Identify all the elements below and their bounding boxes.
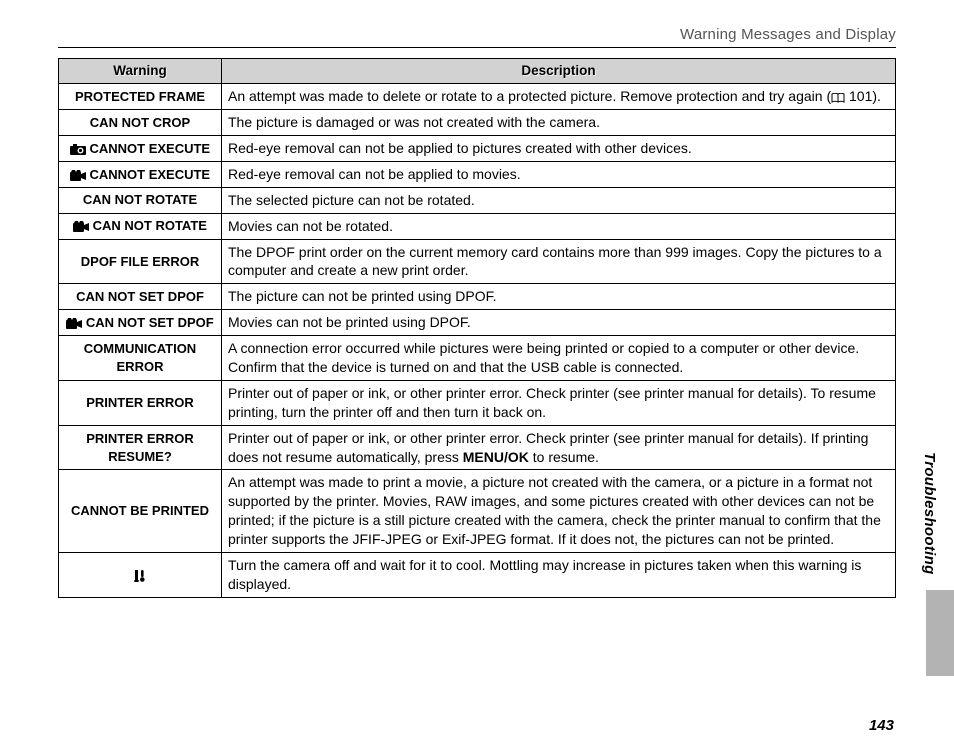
warning-text: CAN NOT SET DPOF [76,289,204,304]
description-cell: A connection error occurred while pictur… [222,336,896,381]
warning-cell: PRINTER ERROR RESUME? [59,425,222,470]
warning-cell: COMMUNICATION ERROR [59,336,222,381]
warnings-table: Warning Description PROTECTED FRAME An at… [58,58,896,598]
warning-cell [59,553,222,598]
description-text: Movies can not be rotated. [228,218,393,234]
description-cell: The picture can not be printed using DPO… [222,284,896,310]
camera-icon [70,144,86,155]
warning-text: CAN NOT SET DPOF [82,315,213,330]
warning-text: COMMUNICATION ERROR [84,341,196,374]
table-row: CANNOT EXECUTE Red-eye removal can not be… [59,161,896,187]
description-text: The picture is damaged or was not create… [228,114,600,130]
description-cell: Printer out of paper or ink, or other pr… [222,425,896,470]
warning-text: PRINTER ERROR [86,395,194,410]
warning-text: CANNOT EXECUTE [86,167,210,182]
table-row: PROTECTED FRAME An attempt was made to de… [59,84,896,110]
description-cell: Red-eye removal can not be applied to pi… [222,136,896,162]
warning-cell: DPOF FILE ERROR [59,239,222,284]
description-cell: Movies can not be printed using DPOF. [222,310,896,336]
col-warning: Warning [59,59,222,84]
description-text: Movies can not be printed using DPOF. [228,314,471,330]
warning-text: CANNOT EXECUTE [86,141,210,156]
side-thumb-tab [926,590,954,676]
page-number: 143 [869,717,894,734]
description-text: An attempt was made to print a movie, a … [228,474,881,547]
manual-reference-icon [831,93,845,104]
warning-cell: CAN NOT ROTATE [59,187,222,213]
section-header: Warning Messages and Display [58,26,896,48]
description-cell: Movies can not be rotated. [222,213,896,239]
description-text: A connection error occurred while pictur… [228,340,859,375]
table-row: COMMUNICATION ERROR A connection error oc… [59,336,896,381]
table-row: PRINTER ERROR Printer out of paper or ink… [59,380,896,425]
warning-text: DPOF FILE ERROR [81,254,199,269]
warning-cell: PROTECTED FRAME [59,84,222,110]
warning-text: CANNOT BE PRINTED [71,503,209,518]
table-row: CAN NOT SET DPOF The picture can not be p… [59,284,896,310]
table-row: CAN NOT ROTATE Movies can not be rotated. [59,213,896,239]
description-cell: Red-eye removal can not be applied to mo… [222,161,896,187]
bookref-page: 101 [849,88,872,104]
temperature-warning-icon [133,569,147,583]
warning-cell: CANNOT BE PRINTED [59,470,222,553]
description-cell: An attempt was made to print a movie, a … [222,470,896,553]
warning-cell: CAN NOT SET DPOF [59,284,222,310]
description-text: The picture can not be printed using DPO… [228,288,496,304]
description-text: ). [872,88,881,104]
table-row: DPOF FILE ERROR The DPOF print order on t… [59,239,896,284]
warning-cell: PRINTER ERROR [59,380,222,425]
description-cell: The DPOF print order on the current memo… [222,239,896,284]
description-text: to resume. [529,449,599,465]
description-text: Red-eye removal can not be applied to pi… [228,140,692,156]
warning-cell: CAN NOT SET DPOF [59,310,222,336]
warning-text: CAN NOT ROTATE [83,192,197,207]
table-row: CANNOT BE PRINTED An attempt was made to … [59,470,896,553]
table-row: Turn the camera off and wait for it to c… [59,553,896,598]
description-cell: Printer out of paper or ink, or other pr… [222,380,896,425]
side-section-label: Troubleshooting [921,452,938,575]
description-text: The DPOF print order on the current memo… [228,244,882,279]
description-cell: An attempt was made to delete or rotate … [222,84,896,110]
description-text: Turn the camera off and wait for it to c… [228,557,861,592]
warning-text: CAN NOT ROTATE [89,218,207,233]
description-text: An attempt was made to delete or rotate … [228,88,831,104]
table-row: PRINTER ERROR RESUME? Printer out of pape… [59,425,896,470]
description-text: Printer out of paper or ink, or other pr… [228,385,876,420]
movie-icon [73,221,89,232]
table-row: CAN NOT CROP The picture is damaged or wa… [59,110,896,136]
menu-ok-label: MENU/OK [463,449,529,465]
warning-text: PRINTER ERROR RESUME? [86,431,194,464]
table-row: CAN NOT ROTATE The selected picture can n… [59,187,896,213]
table-row: CAN NOT SET DPOF Movies can not be printe… [59,310,896,336]
description-cell: Turn the camera off and wait for it to c… [222,553,896,598]
warning-cell: CANNOT EXECUTE [59,161,222,187]
warning-cell: CAN NOT CROP [59,110,222,136]
description-text: The selected picture can not be rotated. [228,192,475,208]
movie-icon [66,318,82,329]
description-cell: The picture is damaged or was not create… [222,110,896,136]
warning-text: PROTECTED FRAME [75,89,205,104]
warning-cell: CANNOT EXECUTE [59,136,222,162]
description-cell: The selected picture can not be rotated. [222,187,896,213]
warning-text: CAN NOT CROP [90,115,190,130]
description-text: Red-eye removal can not be applied to mo… [228,166,521,182]
movie-icon [70,170,86,181]
table-row: CANNOT EXECUTE Red-eye removal can not be… [59,136,896,162]
col-description: Description [222,59,896,84]
warning-cell: CAN NOT ROTATE [59,213,222,239]
